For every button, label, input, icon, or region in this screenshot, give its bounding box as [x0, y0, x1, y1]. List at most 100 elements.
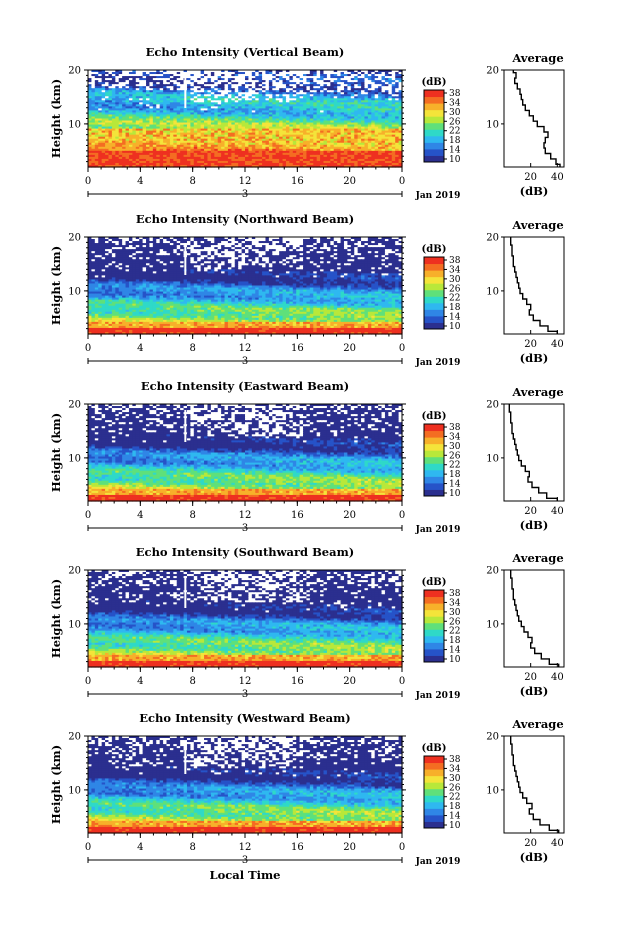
heatmap-cell	[268, 106, 273, 109]
heatmap-cell	[197, 106, 202, 109]
heatmap-cell	[125, 96, 130, 99]
heatmap-cell	[364, 88, 369, 91]
heatmap-cell	[371, 78, 376, 81]
heatmap-cell	[183, 70, 188, 73]
heatmap-cell	[258, 100, 263, 103]
heatmap-cell	[330, 72, 335, 75]
heatmap-cell	[296, 80, 301, 83]
heatmap-cell	[88, 74, 93, 77]
heatmap-cell	[398, 82, 403, 85]
heatmap-cell	[326, 80, 331, 83]
heatmap-cell	[340, 98, 345, 101]
heatmap-cell	[272, 98, 277, 101]
heatmap-cell	[186, 96, 191, 99]
heatmap-cell	[340, 100, 345, 103]
heatmap-cell	[156, 72, 161, 75]
heatmap-cell	[343, 74, 348, 77]
heatmap-cell	[381, 92, 386, 95]
heatmap-cell	[292, 82, 297, 85]
heatmap-cell	[142, 98, 147, 101]
heatmap-cell	[207, 98, 212, 101]
heatmap-cell	[166, 110, 171, 114]
heatmap-cell	[98, 100, 103, 103]
heatmap-cell	[231, 78, 236, 81]
heatmap-cell	[320, 88, 325, 91]
heatmap-cell	[132, 98, 137, 101]
heatmap-cell	[354, 108, 359, 112]
heatmap-cell	[245, 80, 250, 83]
heatmap-cell	[364, 102, 369, 105]
heatmap-cell	[159, 80, 164, 83]
heatmap-cell	[152, 80, 157, 83]
heatmap-cell	[122, 88, 127, 91]
heatmap-cell	[245, 82, 250, 85]
heatmap-cell	[251, 96, 256, 99]
panel-0: Echo Intensity (Vertical Beam)2010Height…	[49, 45, 565, 201]
heatmap-cell	[204, 78, 209, 81]
heatmap-cell	[210, 92, 215, 95]
heatmap-cell	[163, 78, 168, 81]
heatmap-cell	[241, 80, 246, 83]
heatmap-cell	[361, 88, 366, 91]
heatmap-cell	[381, 76, 386, 79]
heatmap-cell	[135, 82, 140, 85]
heatmap-cell	[289, 94, 294, 97]
heatmap-cell	[156, 94, 161, 97]
heatmap-cell	[268, 72, 273, 75]
heatmap-cell	[163, 70, 168, 73]
heatmap-cell	[289, 90, 294, 93]
heatmap-cell	[337, 108, 342, 112]
heatmap-cell	[248, 94, 253, 97]
heatmap-cell	[98, 110, 103, 114]
heatmap-cell	[94, 92, 99, 95]
heatmap-cell	[330, 110, 335, 114]
heatmap-cell	[296, 110, 301, 114]
heatmap-cell	[210, 106, 215, 109]
heatmap-cell	[292, 104, 297, 107]
heatmap-cell	[262, 92, 267, 95]
heatmap-cell	[337, 104, 342, 107]
heatmap-cell	[214, 80, 219, 83]
heatmap-cell	[282, 108, 287, 112]
heatmap-cell	[357, 74, 362, 77]
heatmap-cell	[173, 72, 178, 75]
heatmap-cell	[204, 100, 209, 103]
panel-1: Echo Intensity (Northward Beam)2010Heigh…	[49, 212, 565, 368]
heatmap-cell	[258, 102, 263, 105]
heatmap-cell	[316, 98, 321, 101]
heatmap-cell	[173, 90, 178, 93]
heatmap-cell	[105, 106, 110, 109]
heatmap-cell	[374, 88, 379, 91]
heatmap-cell	[200, 108, 205, 112]
heatmap-cell	[347, 82, 352, 85]
heatmap-cell	[125, 106, 130, 109]
heatmap-cell	[173, 92, 178, 95]
heatmap-cell	[354, 80, 359, 83]
heatmap-cell	[245, 86, 250, 89]
heatmap-cell	[156, 96, 161, 99]
heatmap-cell	[279, 76, 284, 79]
heatmap-cell	[241, 82, 246, 85]
heatmap-cell	[381, 84, 386, 87]
heatmap-cell	[125, 104, 130, 107]
heatmap-cell	[354, 76, 359, 79]
heatmap-cell	[91, 72, 96, 75]
heatmap-cell	[285, 76, 290, 79]
heatmap-cell	[118, 110, 123, 114]
heatmap-cell	[299, 70, 304, 73]
heatmap-cell	[197, 84, 202, 87]
heatmap-cell	[111, 76, 116, 79]
heatmap-cell	[221, 86, 226, 89]
heatmap-cell	[333, 80, 338, 83]
heatmap-cell	[371, 72, 376, 75]
heatmap-cell	[306, 90, 311, 93]
profile-y-tick-label: 10	[486, 119, 499, 130]
heatmap-cell	[221, 92, 226, 95]
heatmap-cell	[268, 78, 273, 81]
heatmap-cell	[241, 92, 246, 95]
heatmap-cell	[285, 92, 290, 95]
heatmap-cell	[364, 106, 369, 109]
heatmap-cell	[105, 108, 110, 112]
y-tick-label: 20	[68, 66, 81, 77]
heatmap-cell	[180, 106, 185, 109]
